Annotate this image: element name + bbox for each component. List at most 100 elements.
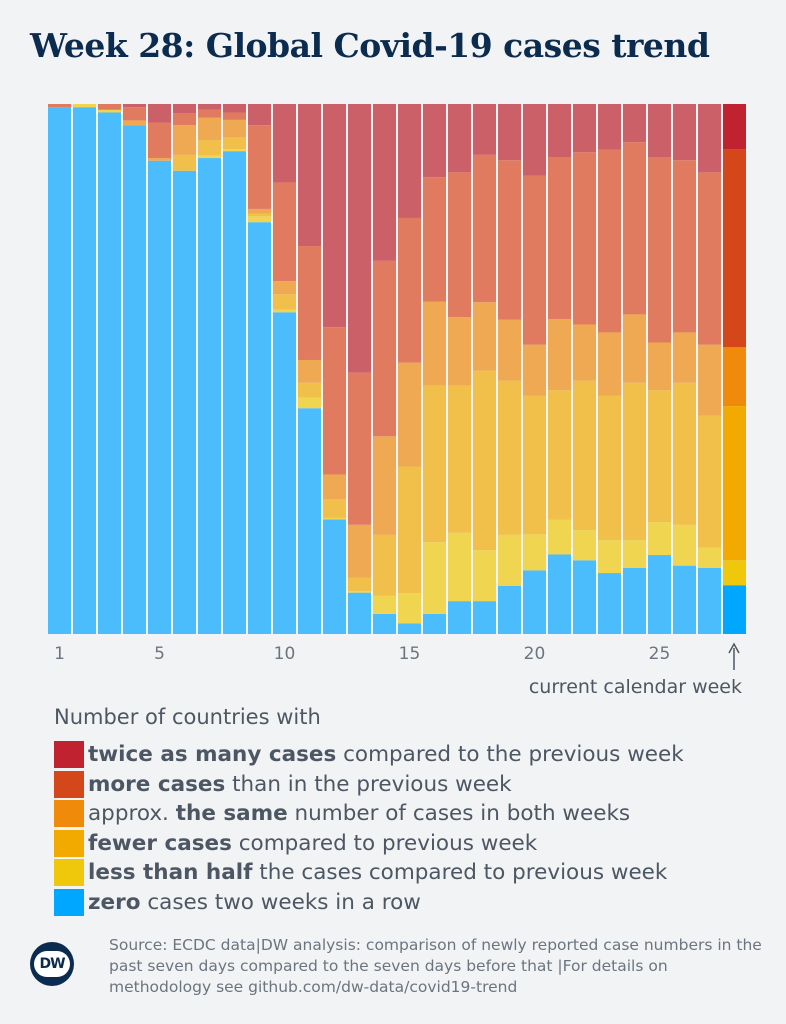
bar-segment-week12-lesshalf: [323, 517, 346, 520]
bar-segment-week12-same: [323, 474, 346, 500]
bar-segment-week4-zero: [123, 125, 146, 634]
bar-segment-week7-twice: [198, 104, 221, 110]
x-tick-label: 5: [154, 644, 165, 664]
bar-segment-week11-twice: [298, 104, 321, 247]
bar-segment-week6-twice: [173, 104, 196, 114]
bar-segment-week18-fewer: [473, 370, 496, 551]
legend-item-twice: twice as many cases compared to the prev…: [54, 740, 684, 770]
bar-segment-week21-same: [548, 319, 571, 391]
bar-segment-week14-fewer: [373, 534, 396, 596]
bar-segment-week20-lesshalf: [523, 534, 546, 571]
bar-segment-week10-zero: [273, 312, 296, 634]
bar-segment-week16-more: [423, 177, 446, 302]
bar-segment-week16-same: [423, 301, 446, 386]
bar-segment-week9-fewer: [248, 213, 271, 217]
bar-segment-week22-twice: [573, 104, 596, 153]
bar-segment-week15-same: [398, 362, 421, 467]
bar-segment-week6-same: [173, 125, 196, 155]
bar-segment-week15-zero: [398, 623, 421, 634]
legend-swatch: [54, 829, 84, 857]
bar-segment-week13-fewer: [348, 577, 371, 592]
x-axis-ticks: 1 5 10 15 20 25: [54, 644, 670, 664]
bar-segment-week8-twice: [223, 104, 246, 113]
bar-segment-week13-twice: [348, 104, 371, 373]
bar-segment-week16-lesshalf: [423, 542, 446, 614]
bar-segment-week27-same: [698, 344, 721, 416]
legend-swatch: [54, 800, 84, 828]
bar-segment-week11-lesshalf: [298, 397, 321, 409]
legend-item-fewer: fewer cases compared to previous week: [54, 829, 684, 859]
bar-segment-week14-twice: [373, 104, 396, 261]
bar-segment-week10-same: [273, 281, 296, 295]
bar-segment-week12-zero: [323, 519, 346, 634]
bar-segment-week8-more: [223, 112, 246, 120]
bar-segment-week27-lesshalf: [698, 547, 721, 568]
bar-segment-week1-more: [48, 104, 71, 108]
bar-segment-week15-lesshalf: [398, 593, 421, 624]
legend-swatch: [54, 888, 84, 916]
bar-segment-week10-more: [273, 182, 296, 282]
bar-segment-week25-zero: [648, 555, 671, 634]
bar-segment-week17-zero: [448, 601, 471, 634]
bar-segment-week26-more: [673, 160, 696, 333]
bar-segment-week4-more: [123, 107, 146, 121]
bar-segment-week27-twice: [698, 104, 721, 173]
bar-segment-week26-twice: [673, 104, 696, 161]
bar-segment-week26-lesshalf: [673, 524, 696, 566]
source-note: Source: ECDC data|DW analysis: compariso…: [109, 936, 762, 996]
legend: twice as many cases compared to the prev…: [54, 740, 684, 917]
bar-segment-week20-same: [523, 344, 546, 396]
bar-segment-week19-more: [498, 160, 521, 320]
bar-segment-week14-lesshalf: [373, 595, 396, 614]
legend-item-same: approx. the same number of cases in both…: [54, 799, 684, 829]
bar-segment-week28-fewer: [723, 406, 746, 561]
bar-segment-week15-more: [398, 217, 421, 363]
bar-segment-week8-lesshalf: [223, 149, 246, 152]
bar-segment-week24-same: [623, 314, 646, 383]
bar-segment-week5-same: [148, 158, 171, 161]
bar-segment-week21-twice: [548, 104, 571, 157]
x-tick-label: 15: [399, 644, 421, 664]
bar-segment-week28-lesshalf: [723, 560, 746, 586]
bar-segment-week9-lesshalf: [248, 216, 271, 223]
bar-segment-week9-twice: [248, 104, 271, 126]
bar-segment-week11-fewer: [298, 382, 321, 398]
bar-segment-week18-zero: [473, 601, 496, 634]
bar-segment-week27-zero: [698, 567, 721, 634]
x-tick-label: 1: [54, 644, 65, 664]
chart-title: Week 28: Global Covid-19 cases trend: [30, 26, 710, 65]
bar-segment-week17-fewer: [448, 385, 471, 533]
bar-segment-week10-fewer: [273, 294, 296, 310]
bar-segment-week21-lesshalf: [548, 519, 571, 555]
bar-segment-week7-more: [198, 109, 221, 118]
bar-segment-week8-fewer: [223, 137, 246, 150]
bar-segment-week13-lesshalf: [348, 591, 371, 593]
bar-segment-week16-twice: [423, 104, 446, 178]
dw-logo-text: DW: [34, 951, 70, 977]
stacked-bar-chart: 1 5 10 15 20 25: [48, 104, 746, 670]
bar-segment-week27-fewer: [698, 415, 721, 548]
bar-segment-week24-more: [623, 142, 646, 315]
bar-segment-week23-fewer: [598, 395, 621, 541]
bar-segment-week25-same: [648, 342, 671, 391]
bar-segment-week22-more: [573, 152, 596, 325]
bar-segment-week3-zero: [98, 112, 121, 635]
bar-segment-week17-more: [448, 172, 471, 318]
bar-segment-week18-lesshalf: [473, 550, 496, 602]
bar-segment-week12-more: [323, 327, 346, 475]
bar-segment-week20-twice: [523, 104, 546, 176]
legend-item-zero: zero cases two weeks in a row: [54, 888, 684, 918]
bar-segment-week22-same: [573, 324, 596, 381]
bar-segment-week12-fewer: [323, 499, 346, 518]
dw-logo: DW: [30, 942, 74, 986]
x-tick-label: 10: [274, 644, 296, 664]
current-week-label: current calendar week: [528, 676, 742, 698]
bar-segment-week23-same: [598, 332, 621, 396]
bar-segment-week24-twice: [623, 104, 646, 143]
bar-segment-week20-more: [523, 175, 546, 345]
bar-segment-week25-more: [648, 157, 671, 343]
bar-segment-week18-twice: [473, 104, 496, 155]
bar-segment-week4-same: [123, 120, 146, 126]
bar-segment-week5-twice: [148, 104, 171, 123]
arrow-up-icon: [728, 642, 740, 670]
